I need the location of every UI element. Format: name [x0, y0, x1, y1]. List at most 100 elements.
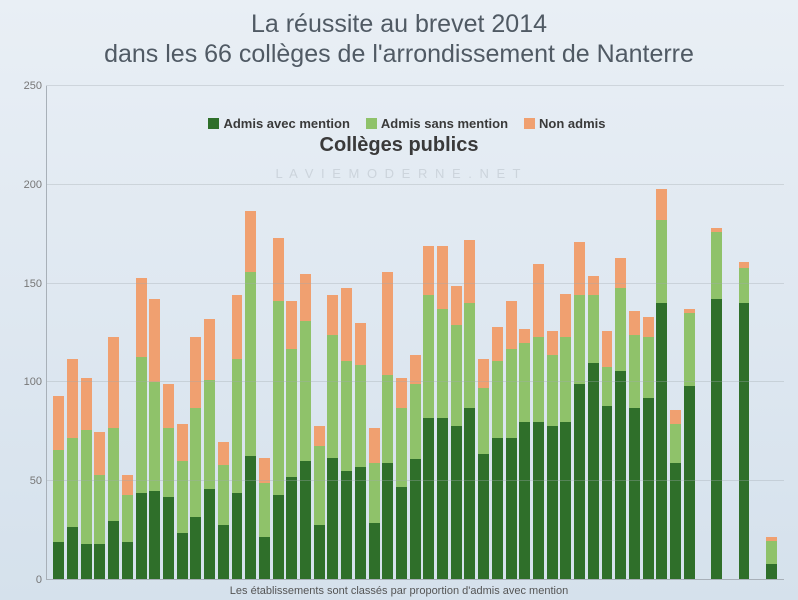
bar-segment-mention — [218, 525, 229, 580]
bar-stack — [94, 432, 105, 580]
bar-segment-mention — [574, 384, 585, 580]
bar-column — [381, 86, 395, 580]
bar-segment-sans — [739, 268, 750, 304]
bar-stack — [218, 442, 229, 580]
bar-segment-non — [218, 442, 229, 466]
gridline — [46, 184, 784, 185]
bar-segment-mention — [739, 303, 750, 580]
bar-segment-non — [163, 384, 174, 427]
bar-stack — [711, 228, 722, 580]
bar-segment-non — [547, 331, 558, 355]
bar-stack — [232, 295, 243, 580]
bar-stack — [355, 323, 366, 580]
bar-segment-mention — [711, 299, 722, 580]
bar-column — [175, 86, 189, 580]
bar-column — [244, 86, 258, 580]
bar-segment-non — [643, 317, 654, 337]
y-axis — [46, 86, 47, 580]
bar-column — [340, 86, 354, 580]
bar-segment-sans — [656, 220, 667, 303]
bar-segment-sans — [629, 335, 640, 408]
bar-segment-non — [355, 323, 366, 364]
bar-segment-sans — [574, 295, 585, 384]
bar-column — [79, 86, 93, 580]
bar-segment-mention — [547, 426, 558, 580]
bar-segment-sans — [218, 465, 229, 524]
bar-segment-sans — [163, 428, 174, 497]
bar-stack — [602, 331, 613, 580]
bar-segment-non — [341, 288, 352, 361]
bar-column — [326, 86, 340, 580]
bar-column — [559, 86, 573, 580]
bar-stack — [643, 317, 654, 580]
bar-segment-non — [560, 294, 571, 337]
bar-segment-mention — [506, 438, 517, 580]
bar-column — [628, 86, 642, 580]
bar-segment-mention — [629, 408, 640, 580]
bar-segment-sans — [108, 428, 119, 521]
watermark: L A V I E M O D E R N E . N E T — [0, 166, 798, 181]
bar-column — [504, 86, 518, 580]
bar-segment-mention — [464, 408, 475, 580]
title-line-2: dans les 66 collèges de l'arrondissement… — [104, 40, 694, 68]
bar-segment-non — [204, 319, 215, 380]
bar-column — [134, 86, 148, 580]
bar-stack — [259, 458, 270, 581]
plot-area: 050100150200250 — [46, 86, 784, 580]
bar-segment-sans — [204, 380, 215, 489]
bar-column — [216, 86, 230, 580]
bar-stack — [506, 301, 517, 580]
bar-column — [148, 86, 162, 580]
bar-column — [271, 86, 285, 580]
bar-segment-non — [286, 301, 297, 348]
bar-segment-non — [149, 299, 160, 382]
bar-segment-mention — [53, 542, 64, 580]
bar-segment-sans — [355, 365, 366, 468]
bar-column — [422, 86, 436, 580]
legend-label-non: Non admis — [539, 116, 605, 131]
bar-stack — [410, 355, 421, 580]
bar-segment-sans — [190, 408, 201, 517]
bar-segment-sans — [506, 349, 517, 438]
bar-segment-mention — [369, 523, 380, 580]
bar-segment-sans — [67, 438, 78, 527]
bar-segment-mention — [533, 422, 544, 580]
bar-stack — [204, 319, 215, 580]
bar-segment-sans — [122, 495, 133, 542]
bar-segment-sans — [327, 335, 338, 458]
bar-segment-sans — [711, 232, 722, 299]
bar-segment-non — [327, 295, 338, 335]
bar-segment-mention — [149, 491, 160, 580]
bar-segment-sans — [369, 463, 380, 522]
bar-segment-non — [314, 426, 325, 446]
bar-column — [312, 86, 326, 580]
bar-segment-sans — [670, 424, 681, 464]
bar-stack — [327, 295, 338, 580]
bar-segment-mention — [602, 406, 613, 580]
bar-segment-sans — [602, 367, 613, 407]
bar-column — [162, 86, 176, 580]
bar-stack — [574, 242, 585, 580]
bar-column — [107, 86, 121, 580]
chart-title: La réussite au brevet 2014 dans les 66 c… — [0, 10, 798, 69]
bar-segment-non — [478, 359, 489, 389]
bar-segment-non — [533, 264, 544, 337]
bar-stack — [766, 537, 777, 580]
bar-stack — [670, 410, 681, 580]
bar-column — [93, 86, 107, 580]
bar-stack — [684, 309, 695, 580]
bar-segment-mention — [177, 533, 188, 580]
bar-column — [477, 86, 491, 580]
y-axis-label: 50 — [14, 475, 42, 487]
bar-stack — [163, 384, 174, 580]
bar-segment-sans — [273, 301, 284, 495]
bar-stack — [177, 424, 188, 580]
bar-column — [121, 86, 135, 580]
bar-segment-non — [656, 189, 667, 221]
bar-segment-sans — [588, 295, 599, 362]
bar-stack — [122, 475, 133, 580]
bar-stack — [190, 337, 201, 580]
gridline — [46, 85, 784, 86]
bar-segment-mention — [451, 426, 462, 580]
bar-segment-mention — [245, 456, 256, 580]
